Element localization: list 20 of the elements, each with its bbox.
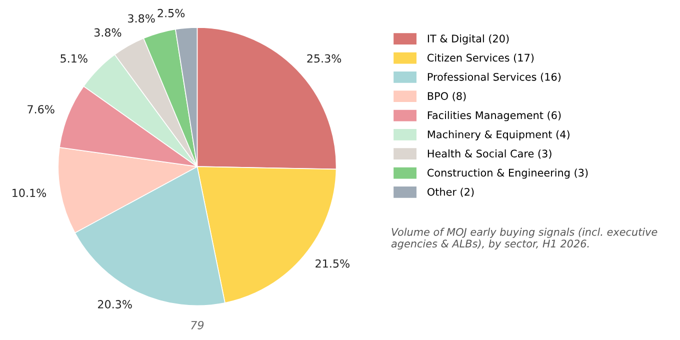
data-label: 20.3% <box>98 300 132 308</box>
data-label: 2.5% <box>158 8 185 18</box>
legend-label: Professional Services (16) <box>428 72 561 82</box>
text: Volume of MOJ early buying signals (incl. executive agencies & ALBs), by sector, H1 2026. <box>391 228 658 250</box>
data-label: 21.5% <box>316 259 350 268</box>
data-label: 25.3% <box>307 54 342 63</box>
legend-label: Health & Social Care (3) <box>428 149 552 159</box>
legend-label: Other (2) <box>427 188 474 198</box>
data-label: 5.1% <box>60 54 88 63</box>
legend-label: BPO (8) <box>428 92 466 102</box>
text: 79 <box>191 320 204 330</box>
legend-label: Citizen Services (17) <box>427 54 534 63</box>
legend-label: Facilities Management (6) <box>428 111 561 122</box>
legend-label: IT & Digital (20) <box>428 34 509 45</box>
data-label: 3.8% <box>94 28 122 37</box>
data-label: 3.8% <box>128 14 155 23</box>
legend-label: Construction & Engineering (3) <box>427 168 588 179</box>
data-label: 10.1% <box>12 188 46 198</box>
data-label: 7.6% <box>28 105 54 114</box>
legend-label: Machinery & Equipment (4) <box>428 130 570 140</box>
